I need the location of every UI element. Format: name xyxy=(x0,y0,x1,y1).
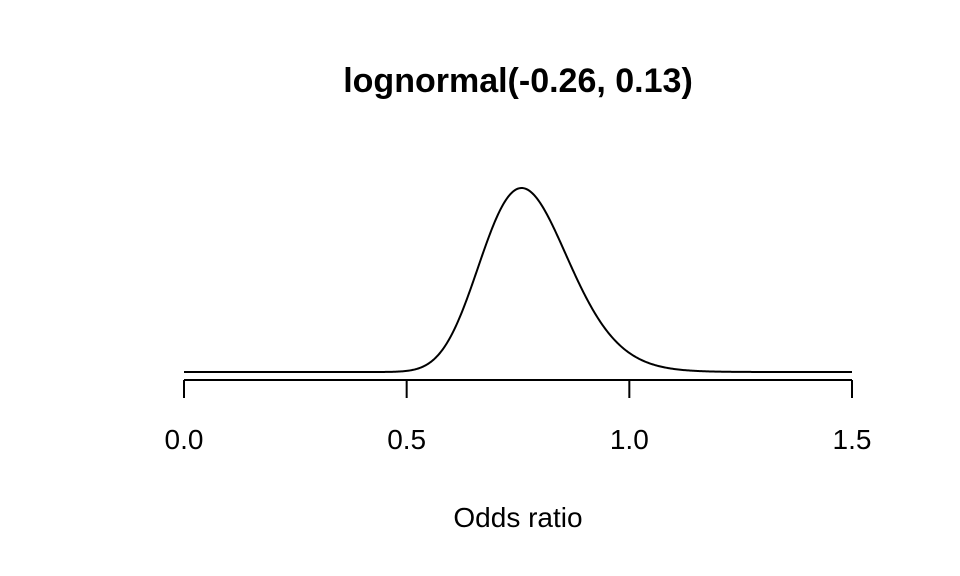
x-tick-label: 0.5 xyxy=(387,424,426,455)
plot-area xyxy=(184,186,852,373)
x-tick-label: 1.5 xyxy=(833,424,872,455)
x-axis: 0.0 0.5 1.0 1.5 xyxy=(165,379,872,455)
x-tick-label: 0.0 xyxy=(165,424,204,455)
x-axis-label: Odds ratio xyxy=(453,502,582,533)
chart-title: lognormal(-0.26, 0.13) xyxy=(343,62,693,100)
density-curve xyxy=(184,186,852,373)
x-tick-label: 1.0 xyxy=(610,424,649,455)
